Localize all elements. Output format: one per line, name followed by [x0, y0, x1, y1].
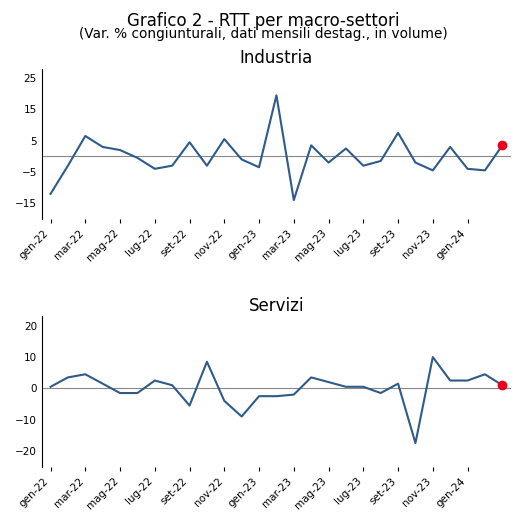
Text: Grafico 2 - RTT per macro-settori: Grafico 2 - RTT per macro-settori	[127, 12, 399, 29]
Title: Industria: Industria	[240, 49, 313, 67]
Text: (Var. % congiunturali, dati mensili destag., in volume): (Var. % congiunturali, dati mensili dest…	[78, 27, 448, 42]
Title: Servizi: Servizi	[249, 297, 304, 315]
